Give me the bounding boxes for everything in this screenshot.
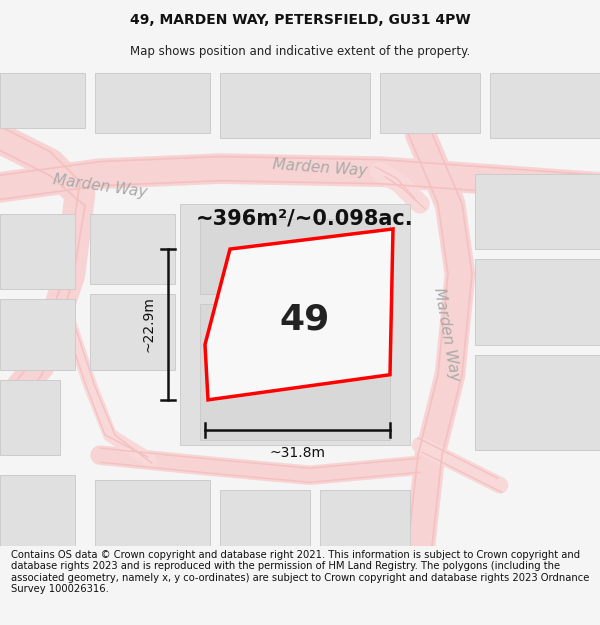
Polygon shape [490,73,600,139]
Polygon shape [90,294,175,370]
Polygon shape [90,214,175,284]
Polygon shape [475,174,600,249]
Polygon shape [380,73,480,134]
Text: Marden Way: Marden Way [431,286,463,382]
Polygon shape [0,380,60,455]
Polygon shape [0,475,75,546]
Text: Marden Way: Marden Way [52,172,148,200]
Polygon shape [220,73,370,139]
Text: 49, MARDEN WAY, PETERSFIELD, GU31 4PW: 49, MARDEN WAY, PETERSFIELD, GU31 4PW [130,13,470,27]
Text: ~396m²/~0.098ac.: ~396m²/~0.098ac. [196,209,414,229]
Polygon shape [180,204,410,445]
Text: Marden Way: Marden Way [272,157,368,178]
Polygon shape [95,480,210,546]
Polygon shape [0,73,85,128]
Polygon shape [200,219,390,294]
Polygon shape [220,491,310,546]
Polygon shape [320,491,410,546]
Polygon shape [475,354,600,450]
Polygon shape [0,299,75,370]
Polygon shape [475,259,600,344]
Text: ~31.8m: ~31.8m [269,446,325,460]
Polygon shape [205,229,393,400]
Polygon shape [0,214,75,289]
Text: 49: 49 [280,302,330,336]
Polygon shape [200,304,390,440]
Text: Contains OS data © Crown copyright and database right 2021. This information is : Contains OS data © Crown copyright and d… [11,549,589,594]
Polygon shape [95,73,210,134]
Text: Map shows position and indicative extent of the property.: Map shows position and indicative extent… [130,44,470,58]
Text: ~22.9m: ~22.9m [142,296,156,352]
